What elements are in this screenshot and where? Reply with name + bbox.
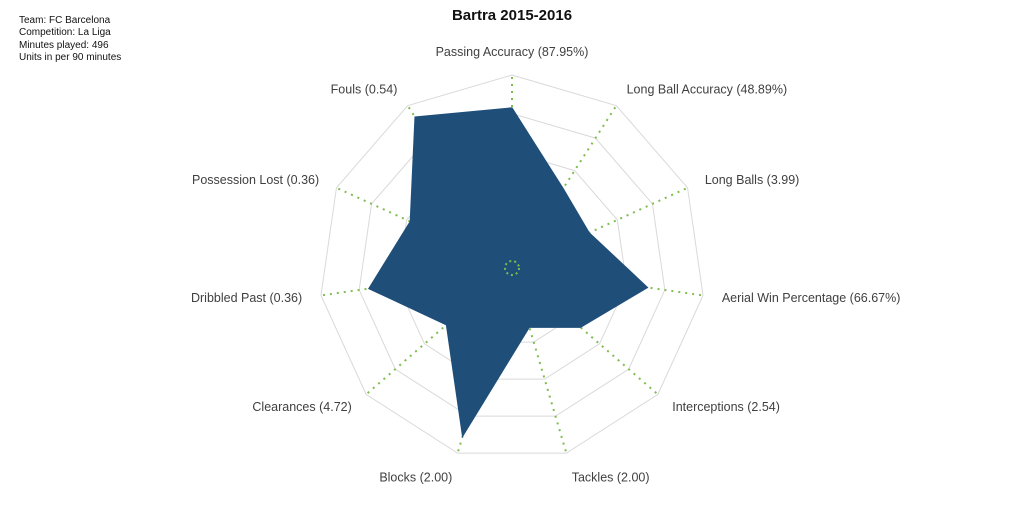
axis-label: Possession Lost (0.36)	[192, 173, 319, 187]
player-info: Team: FC Barcelona Competition: La Liga …	[19, 15, 121, 64]
info-competition: Competition: La Liga	[19, 27, 111, 39]
radar-center	[504, 260, 520, 276]
axis-label: Blocks (2.00)	[379, 470, 452, 484]
axis-label: Interceptions (2.54)	[672, 400, 780, 414]
axis-label: Dribbled Past (0.36)	[191, 291, 302, 305]
radar-series-area	[368, 107, 649, 438]
axis-label: Tackles (2.00)	[572, 470, 650, 484]
axis-label: Passing Accuracy (87.95%)	[436, 45, 589, 59]
radar-axis-labels: Passing Accuracy (87.95%) Long Ball Accur…	[191, 45, 900, 484]
info-minutes: Minutes played: 496	[19, 39, 109, 51]
radar-center-marker	[504, 260, 520, 276]
radar-ring	[320, 74, 704, 454]
radar-ring	[358, 113, 666, 417]
axis-label: Long Balls (3.99)	[705, 173, 800, 187]
axis-label: Clearances (4.72)	[252, 400, 351, 414]
info-team: Team: FC Barcelona	[19, 15, 111, 26]
info-units: Units in per 90 minutes	[19, 51, 122, 63]
axis-label: Fouls (0.54)	[331, 83, 398, 97]
axis-label: Long Ball Accuracy (48.89%)	[627, 83, 788, 97]
axis-label: Aerial Win Percentage (66.67%)	[722, 291, 901, 305]
chart-title: Bartra 2015-2016	[451, 7, 573, 24]
